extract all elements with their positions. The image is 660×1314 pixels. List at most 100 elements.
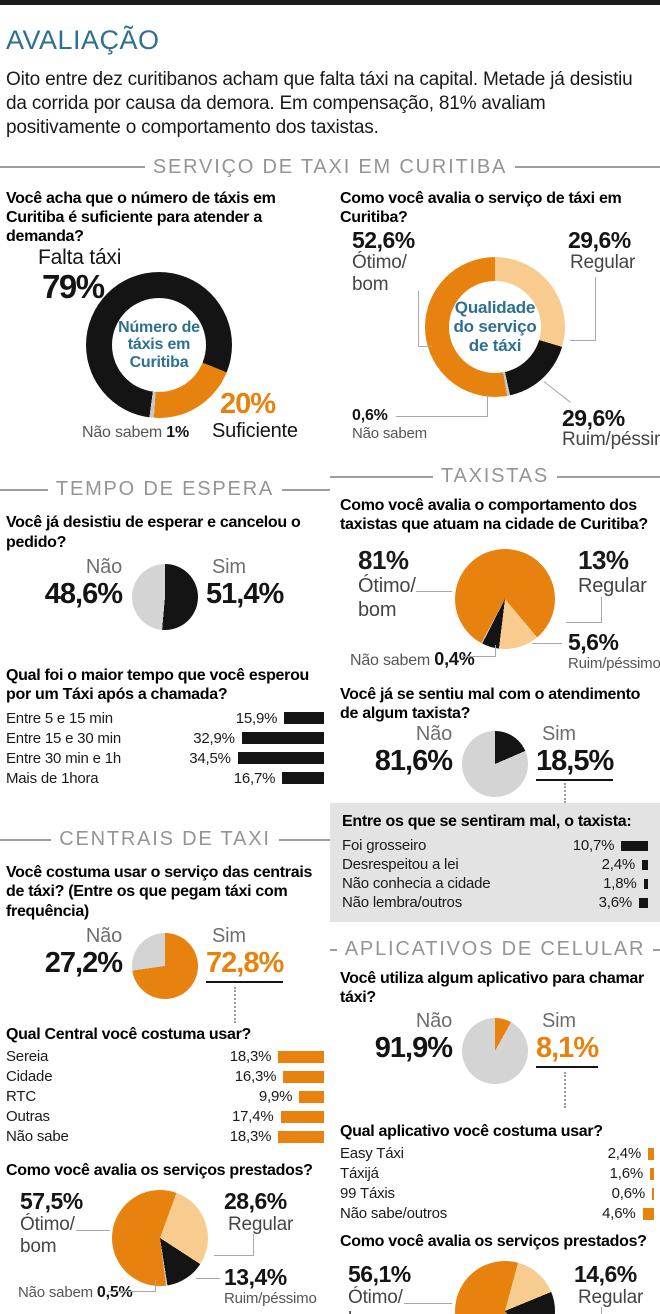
dotted-connector bbox=[564, 1071, 566, 1108]
leader-line bbox=[404, 1302, 452, 1304]
value-otimo: 57,5% bbox=[20, 1188, 83, 1215]
bar-row: Não sabe 18,3% bbox=[6, 1127, 324, 1147]
divider-line bbox=[653, 948, 660, 951]
section-header-taxistas: TAXISTAS bbox=[330, 465, 660, 488]
bar-value: 1,8% bbox=[603, 875, 637, 893]
leader-line bbox=[396, 395, 488, 418]
divider-line bbox=[557, 475, 660, 478]
value-sim: 8,1% bbox=[536, 1032, 599, 1068]
bar-label: Não sabe/outros bbox=[340, 1205, 448, 1223]
label-otimo-l2: bom bbox=[358, 598, 397, 621]
slice-label-falta-taxi: Falta táxi bbox=[38, 246, 122, 270]
question-numero-taxis: Você acha que o número de táxis em Curit… bbox=[6, 189, 276, 246]
bar bbox=[299, 1090, 324, 1103]
divider-line bbox=[330, 475, 433, 478]
question-usa-aplicativo: Você utiliza algum aplicativo para chama… bbox=[340, 970, 644, 1007]
bar-label: Entre 30 min e 1h bbox=[6, 749, 122, 767]
bar-value: 34,5% bbox=[189, 749, 231, 767]
bar bbox=[284, 712, 324, 725]
pie-sentiu-mal bbox=[462, 730, 528, 797]
bar-row: Não conhecia a cidade 1,8% bbox=[342, 874, 648, 893]
bar-label: Desrespeitou a lei bbox=[342, 856, 459, 874]
chart-qualidade: Qualidade do serviço de táxi 52,6% Ótimo… bbox=[330, 227, 660, 457]
bar-label: Outras bbox=[6, 1108, 50, 1126]
label-otimo-l1: Ótimo/ bbox=[358, 574, 416, 597]
value-regular: 14,6% bbox=[574, 1260, 637, 1287]
bar bbox=[278, 1050, 324, 1063]
bar-value: 0,6% bbox=[611, 1185, 646, 1203]
question-tempo-espera: Qual foi o maior tempo que você esperou … bbox=[6, 666, 310, 703]
divider-line bbox=[0, 166, 145, 169]
leader-line bbox=[196, 1278, 220, 1280]
chart-qual-aplicativo: Easy Táxi 2,4% Táxijá 1,6% 99 Táxis 0,6%… bbox=[330, 1144, 660, 1224]
value-regular: 29,6% bbox=[568, 227, 631, 254]
donut-center-label: Número de táxis em Curitiba bbox=[112, 298, 206, 393]
bar-row: Cidade 16,3% bbox=[6, 1067, 324, 1087]
pie-usa-aplicativo bbox=[462, 1017, 528, 1084]
section-header-servico: SERVIÇO DE TAXI EM CURITIBA bbox=[0, 156, 660, 179]
leader-line bbox=[214, 1234, 254, 1257]
pie-avaliacao-aplicativos bbox=[455, 1260, 555, 1314]
bar-row: Foi grosseiro 10,7% bbox=[342, 836, 648, 855]
leader-line bbox=[566, 596, 602, 623]
bar-value: 2,4% bbox=[601, 856, 636, 874]
bar-value: 3,6% bbox=[598, 894, 633, 912]
bar-row: Entre 15 e 30 min 32,9% bbox=[6, 728, 324, 748]
value-nao-sabem: 0,6% bbox=[352, 407, 388, 425]
bar-value: 16,3% bbox=[234, 1068, 277, 1086]
label-sim: Sim bbox=[212, 555, 246, 578]
section-title: TAXISTAS bbox=[440, 465, 550, 488]
label-otimo-l1: Ótimo/ bbox=[20, 1214, 75, 1236]
bar-value: 2,4% bbox=[607, 1145, 642, 1163]
section-header-centrais: CENTRAIS DE TAXI bbox=[0, 828, 330, 851]
question-qual-central: Qual Central você costuma usar? bbox=[6, 1025, 252, 1043]
top-bar bbox=[0, 0, 660, 5]
question-avaliacao-centrais: Como você avalia os serviços prestados? bbox=[6, 1161, 313, 1179]
value-regular: 13% bbox=[578, 544, 629, 575]
section-header-tempo: TEMPO DE ESPERA bbox=[0, 478, 330, 501]
bar bbox=[642, 1207, 654, 1220]
question-qual-aplicativo: Qual aplicativo você costuma usar? bbox=[340, 1122, 603, 1140]
nao-sabem-value: 0,4% bbox=[434, 648, 475, 669]
bar-value: 32,9% bbox=[193, 729, 235, 747]
box-title: Entre os que se sentiram mal, o taxista: bbox=[342, 812, 632, 830]
intro-paragraph: Oito entre dez curitibanos acham que fal… bbox=[6, 69, 633, 138]
donut-center-label: Qualidade do serviço de táxi bbox=[449, 281, 541, 374]
question-sentiu-mal: Você já se sentiu mal com o atendimento … bbox=[340, 685, 641, 722]
dotted-connector bbox=[564, 782, 566, 803]
bar-row: Mais de 1hora 16,7% bbox=[6, 768, 324, 788]
label-sim: Sim bbox=[212, 924, 246, 947]
bar-value: 15,9% bbox=[235, 709, 278, 727]
value-otimo: 81% bbox=[358, 544, 409, 575]
chart-numero-taxis: Número de táxis em Curitiba Falta táxi 7… bbox=[0, 246, 330, 448]
bar-value: 18,3% bbox=[229, 1048, 272, 1066]
divider-line bbox=[0, 838, 52, 841]
bar bbox=[642, 859, 648, 870]
divider-line bbox=[330, 948, 337, 951]
value-nao: 27,2% bbox=[44, 946, 123, 979]
bar-value: 10,7% bbox=[572, 837, 615, 855]
label-regular: Regular bbox=[578, 1286, 644, 1308]
label-nao: Não bbox=[85, 924, 122, 947]
label-sim: Sim bbox=[542, 722, 576, 745]
value-otimo: 56,1% bbox=[348, 1260, 411, 1287]
label-nao-sabem: Não sabem 0,5% bbox=[18, 1284, 133, 1302]
bar bbox=[237, 752, 324, 765]
label-regular: Regular bbox=[570, 252, 636, 274]
value-sim: 18,5% bbox=[536, 745, 614, 781]
bar-row: Outras 17,4% bbox=[6, 1107, 324, 1127]
left-column: Você acha que o número de táxis em Curit… bbox=[0, 179, 330, 1314]
value-nao: 81,6% bbox=[374, 744, 453, 777]
leader-line bbox=[543, 381, 571, 403]
label-sim: Sim bbox=[542, 1009, 576, 1032]
leader-line bbox=[108, 1280, 156, 1293]
label-nao-sabem: Não sabem 0,4% bbox=[350, 649, 475, 670]
value-otimo: 52,6% bbox=[352, 227, 415, 254]
bar-row: RTC 9,9% bbox=[6, 1087, 324, 1107]
label-otimo-l2: bom bbox=[20, 1236, 57, 1258]
pie-usa-centrais bbox=[132, 932, 198, 999]
chart-sentiu-mal: Não 81,6% Sim 18,5% bbox=[330, 723, 660, 803]
bar bbox=[652, 1187, 654, 1200]
label-nao: Não bbox=[415, 1009, 452, 1032]
leader-line bbox=[570, 277, 596, 342]
